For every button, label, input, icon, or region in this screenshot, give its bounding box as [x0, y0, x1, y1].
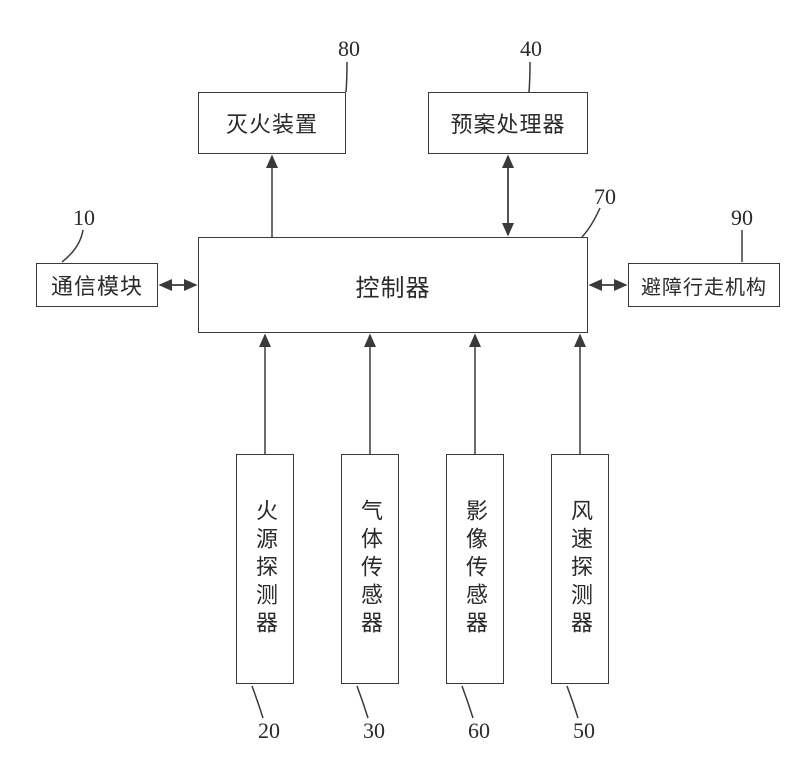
ref-60: 60	[468, 718, 490, 744]
ref-50: 50	[573, 718, 595, 744]
ref-10: 10	[73, 205, 95, 231]
box-image-sensor: 影像传感器	[446, 454, 504, 684]
label-obstacle: 避障行走机构	[641, 271, 767, 300]
ref-20: 20	[258, 718, 280, 744]
label-gas-sensor: 气体传感器	[354, 499, 386, 639]
block-diagram: 灭火装置 预案处理器 通信模块 控制器 避障行走机构 火源探测器 气体传感器 影…	[0, 0, 800, 774]
box-preplan: 预案处理器	[428, 92, 588, 154]
label-controller: 控制器	[356, 268, 431, 303]
label-extinguisher: 灭火装置	[226, 107, 318, 139]
ref-90: 90	[731, 205, 753, 231]
arrows-overlay	[0, 0, 800, 774]
label-fire-detector: 火源探测器	[249, 499, 281, 639]
label-image-sensor: 影像传感器	[459, 499, 491, 639]
label-comm: 通信模块	[51, 269, 143, 301]
ref-80: 80	[338, 36, 360, 62]
box-gas-sensor: 气体传感器	[341, 454, 399, 684]
box-wind-detector: 风速探测器	[551, 454, 609, 684]
ref-40: 40	[520, 36, 542, 62]
box-obstacle: 避障行走机构	[628, 263, 780, 307]
ref-70: 70	[594, 184, 616, 210]
label-wind-detector: 风速探测器	[564, 499, 596, 639]
box-fire-detector: 火源探测器	[236, 454, 294, 684]
label-preplan: 预案处理器	[450, 107, 565, 139]
box-comm: 通信模块	[36, 263, 158, 307]
box-controller: 控制器	[198, 237, 588, 333]
box-extinguisher: 灭火装置	[198, 92, 346, 154]
ref-30: 30	[363, 718, 385, 744]
